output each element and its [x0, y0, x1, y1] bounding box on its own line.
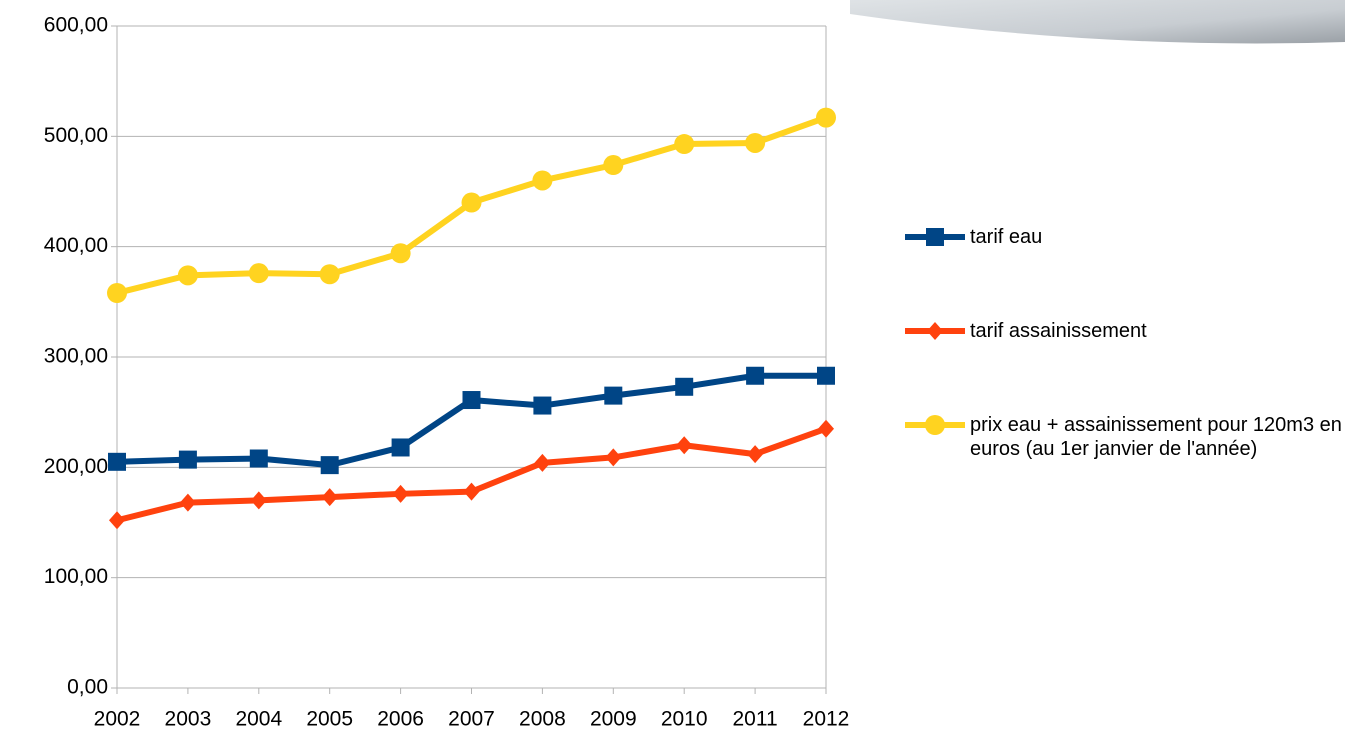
x-tick-label: 2008 — [519, 708, 566, 731]
data-point — [107, 283, 127, 304]
x-tick-label: 2003 — [165, 708, 212, 731]
legend-marker — [925, 415, 945, 435]
y-tick-label: 300,00 — [44, 345, 108, 368]
data-point — [461, 192, 482, 213]
data-point — [816, 107, 836, 128]
data-point — [248, 263, 269, 284]
y-tick-label: 600,00 — [44, 14, 108, 37]
data-point — [603, 155, 624, 176]
data-point — [319, 264, 340, 285]
y-tick-label: 500,00 — [44, 124, 108, 147]
y-tick-label: 400,00 — [44, 234, 108, 257]
data-point — [746, 366, 765, 385]
data-point — [390, 243, 411, 264]
x-tick-label: 2012 — [803, 708, 850, 731]
legend-label: tarif eau — [970, 226, 1043, 248]
data-point — [178, 450, 197, 469]
y-tick-label: 0,00 — [67, 676, 108, 699]
data-point — [605, 448, 622, 467]
data-point — [177, 265, 198, 286]
x-tick-label: 2002 — [94, 708, 141, 731]
data-point — [320, 456, 339, 475]
decorative-image — [850, 0, 1345, 44]
legend-label: tarif assainissement — [970, 320, 1147, 342]
y-tick-label: 100,00 — [44, 565, 108, 588]
data-point — [109, 511, 125, 530]
data-point — [532, 170, 553, 191]
data-point — [675, 377, 694, 396]
data-point — [249, 449, 268, 468]
legend-marker — [927, 322, 943, 340]
data-point — [462, 391, 481, 410]
data-point — [391, 438, 410, 457]
x-tick-label: 2006 — [377, 708, 424, 731]
legend-label: prix eau + assainissement pour 120m3 en … — [970, 414, 1342, 460]
data-point — [463, 482, 480, 501]
x-tick-label: 2004 — [235, 708, 282, 731]
data-point — [533, 396, 552, 415]
data-point — [745, 132, 766, 153]
legend-marker — [926, 228, 944, 246]
x-tick-label: 2005 — [306, 708, 353, 731]
data-point — [321, 488, 338, 507]
data-point — [676, 436, 693, 455]
x-tick-label: 2009 — [590, 708, 637, 731]
data-point — [108, 452, 126, 471]
x-tick-label: 2011 — [733, 708, 778, 731]
y-tick-label: 200,00 — [44, 455, 108, 478]
data-point — [818, 419, 834, 438]
data-point — [179, 493, 196, 512]
data-point — [817, 366, 835, 385]
data-point — [674, 134, 695, 155]
x-tick-label: 2010 — [661, 708, 708, 731]
x-tick-label: 2007 — [448, 708, 495, 731]
series-line — [116, 425, 828, 524]
data-point — [604, 386, 623, 405]
data-point — [250, 491, 267, 510]
data-point — [392, 484, 409, 503]
data-point — [534, 453, 551, 472]
data-point — [747, 445, 764, 464]
